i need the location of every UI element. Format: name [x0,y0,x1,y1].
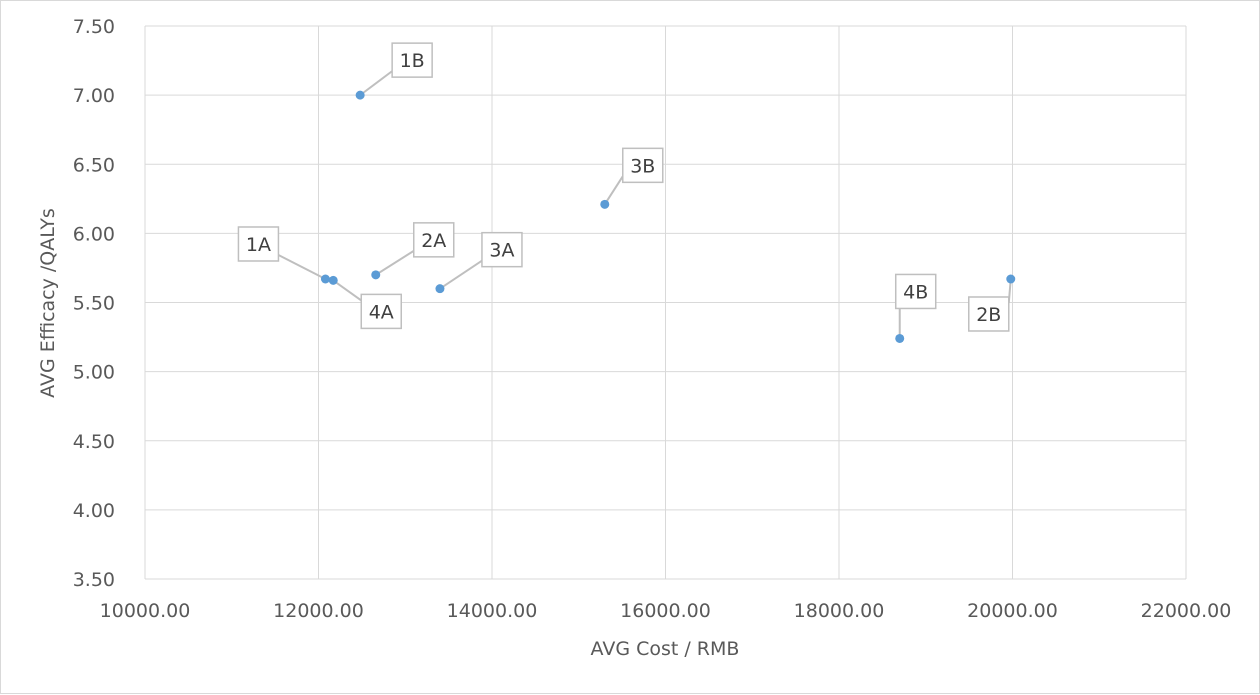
data-point-3a [435,284,445,294]
callout-leader [603,175,624,205]
x-tick-label: 14000.00 [447,600,538,622]
y-axis-title: AVG Efficacy /QALYs [37,208,59,398]
data-point-1a [320,274,330,284]
callout-box [481,231,523,268]
point-label-4a: 4A [369,301,394,323]
callout-box [237,226,280,262]
callout-box [360,293,402,330]
x-tick-label: 20000.00 [967,600,1058,622]
callout-leader [332,279,362,302]
y-tick-label: 6.50 [73,154,115,176]
callout-leader [277,254,326,280]
callout-leader [375,250,415,276]
x-tick-label: 16000.00 [620,600,711,622]
point-label-4b: 4B [903,281,928,303]
callout-box [894,273,937,310]
y-axis-ticks: 3.50 4.00 4.50 5.00 5.50 6.00 6.50 7.00 7.50 [73,16,115,591]
gridlines [144,25,1187,580]
x-tick-label: 18000.00 [794,600,885,622]
data-point-1b [355,90,365,100]
x-axis-ticks: 10000.00 12000.00 14000.00 16000.00 18000.00… [100,600,1232,622]
x-axis-title: AVG Cost / RMB [591,638,740,660]
callout-box [622,147,664,184]
callout-box [968,296,1010,332]
y-tick-label: 5.50 [73,293,115,315]
point-label-3a: 3A [489,240,514,262]
y-tick-label: 7.50 [73,16,115,38]
point-label-2b: 2B [976,304,1001,326]
x-tick-label: 22000.00 [1141,600,1232,622]
point-label-1a: 1A [246,234,271,256]
y-tick-label: 3.50 [73,569,115,591]
y-tick-label: 7.00 [73,85,115,107]
data-point-2a [371,270,381,280]
y-tick-label: 5.00 [73,362,115,384]
data-point-4a [328,275,338,285]
callout-box [413,222,455,258]
y-tick-label: 4.00 [73,500,115,522]
data-point-4b [895,333,905,343]
x-tick-label: 10000.00 [100,600,191,622]
point-label-1b: 1B [400,50,425,72]
data-point-2b [1006,274,1016,284]
point-label-3b: 3B [630,155,655,177]
point-label-2a: 2A [421,230,446,252]
x-tick-label: 12000.00 [273,600,364,622]
callout-box [391,42,433,78]
data-callouts: 1A 4A 1B 2A 3A 3B 4B 2B [237,42,1012,339]
data-points [320,90,1016,343]
callout-leader [439,259,483,290]
callout-leader [359,70,393,96]
y-tick-label: 6.00 [73,223,115,245]
data-point-3b [600,199,610,209]
y-tick-label: 4.50 [73,431,115,453]
